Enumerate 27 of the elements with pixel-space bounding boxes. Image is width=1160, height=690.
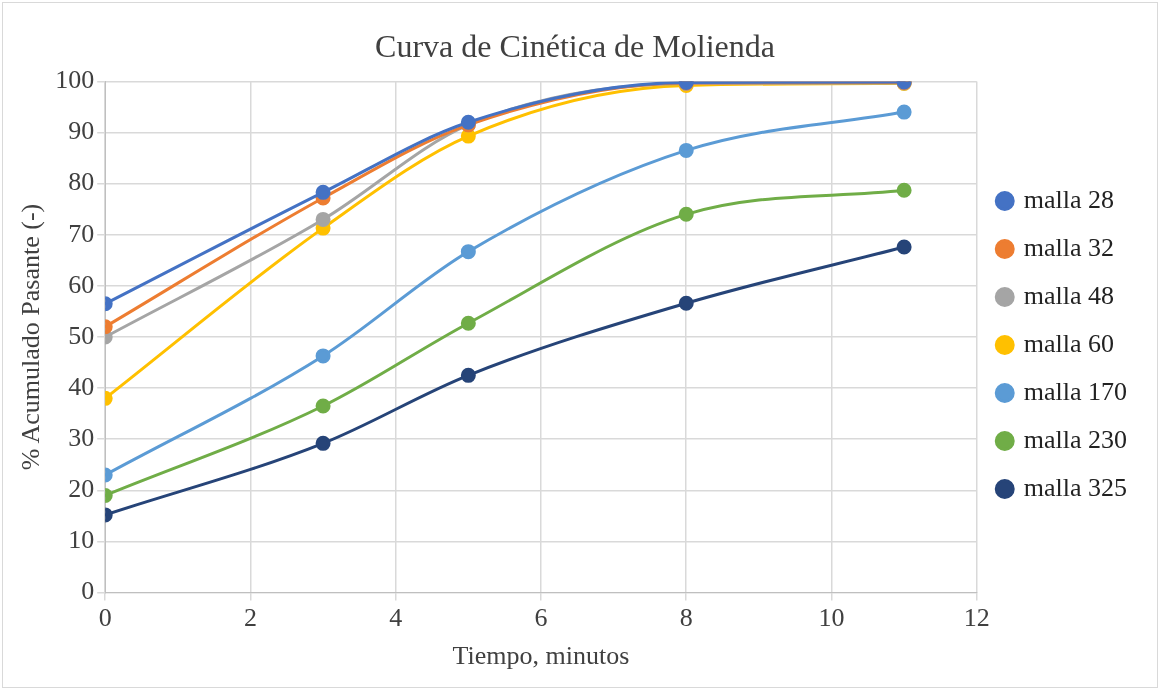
legend-label: malla 48 xyxy=(1023,280,1115,310)
legend-label: malla 230 xyxy=(1023,424,1128,454)
legend-label: malla 32 xyxy=(1023,232,1115,262)
y-tick-label: 90 xyxy=(68,116,95,146)
legend-label: malla 60 xyxy=(1023,328,1115,358)
y-tick-label: 10 xyxy=(68,525,95,555)
x-tick-label: 10 xyxy=(818,603,845,633)
x-tick-label: 2 xyxy=(243,603,257,633)
y-tick-label: 40 xyxy=(68,371,95,401)
x-tick-label: 8 xyxy=(679,603,693,633)
legend-label: malla 170 xyxy=(1023,376,1128,406)
legend-label: malla 28 xyxy=(1023,184,1115,214)
x-tick-label: 6 xyxy=(534,603,548,633)
y-tick-label: 100 xyxy=(55,65,95,95)
x-axis-title: Tiempo, minutos xyxy=(452,641,630,671)
x-tick-label: 12 xyxy=(963,603,990,633)
chart-title: Curva de Cinética de Molienda xyxy=(375,27,775,64)
y-axis-title: % Acumulado Pasante (-) xyxy=(16,203,46,471)
legend-label: malla 325 xyxy=(1023,472,1128,502)
x-tick-label: 4 xyxy=(389,603,403,633)
y-tick-label: 80 xyxy=(68,167,95,197)
y-tick-label: 20 xyxy=(68,474,95,504)
y-tick-label: 70 xyxy=(68,218,95,248)
y-tick-label: 60 xyxy=(68,269,95,299)
y-tick-label: 30 xyxy=(68,423,95,453)
y-tick-label: 50 xyxy=(68,320,95,350)
y-tick-label: 0 xyxy=(81,576,95,606)
